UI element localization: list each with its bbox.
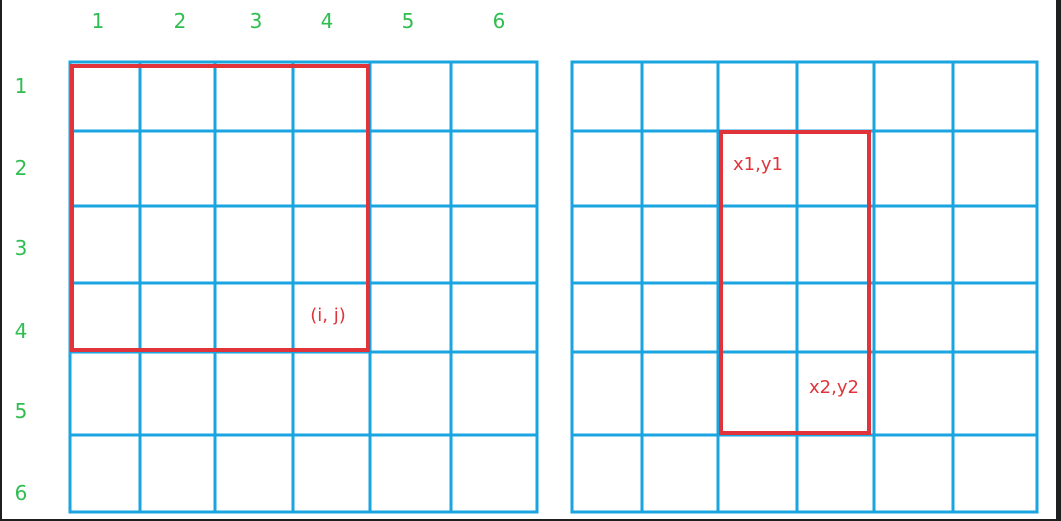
left-highlight-rect — [70, 64, 370, 352]
frame-left-edge — [0, 0, 2, 521]
column-label-5: 5 — [402, 9, 415, 33]
row-label-1: 1 — [15, 74, 28, 98]
column-label-3: 3 — [250, 9, 263, 33]
frame-right-edge — [1056, 0, 1061, 521]
column-labels: 1 2 3 4 5 6 — [92, 9, 506, 33]
row-label-5: 5 — [15, 399, 28, 423]
right-highlight-rect — [719, 130, 871, 435]
row-label-4: 4 — [15, 319, 28, 343]
row-label-2: 2 — [15, 156, 28, 180]
right-grid — [570, 60, 1039, 514]
row-labels: 1 2 3 4 5 6 — [15, 74, 28, 505]
corner-label-ij: (i, j) — [310, 305, 346, 326]
column-label-1: 1 — [92, 9, 105, 33]
column-label-6: 6 — [493, 9, 506, 33]
corner-label-x1y1: x1,y1 — [733, 154, 783, 175]
row-label-3: 3 — [15, 236, 28, 260]
row-label-6: 6 — [15, 481, 28, 505]
corner-label-x2y2: x2,y2 — [809, 377, 859, 398]
frame-bottom-edge — [0, 519, 1061, 521]
column-label-2: 2 — [174, 9, 187, 33]
column-label-4: 4 — [321, 9, 334, 33]
